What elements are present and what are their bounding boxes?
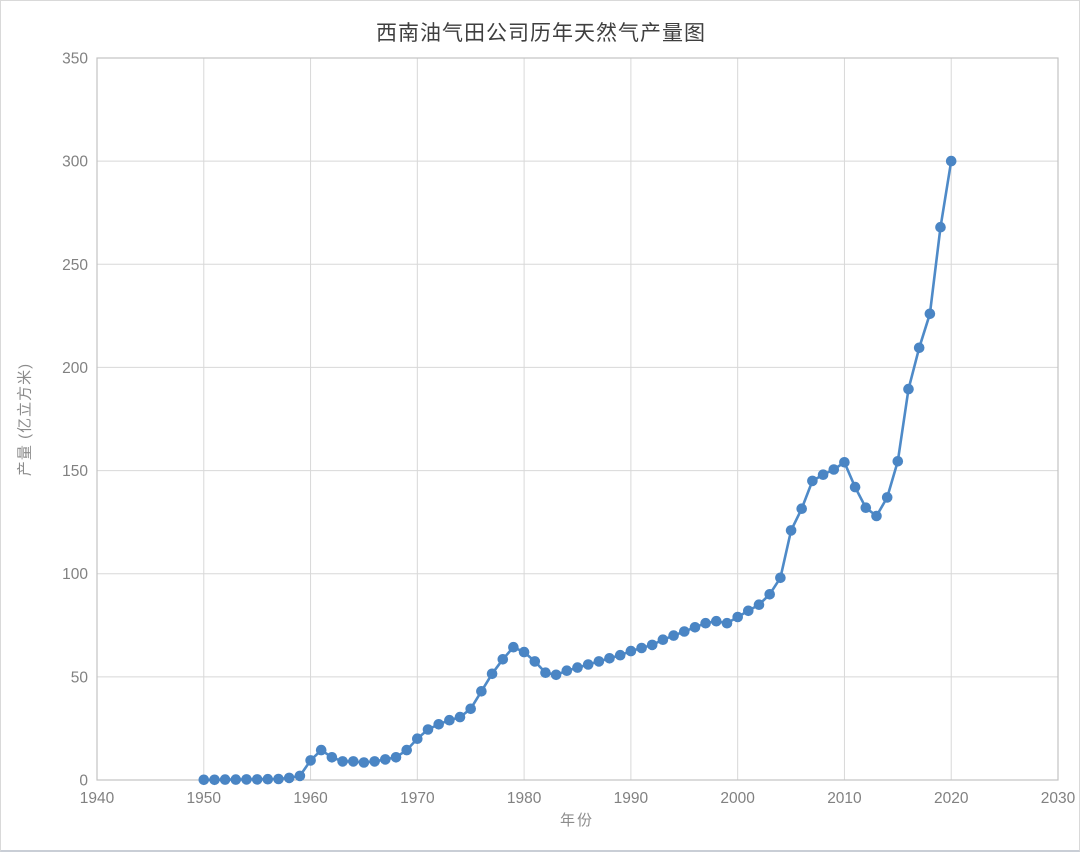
data-point	[892, 456, 904, 467]
data-point	[657, 634, 669, 645]
y-tick-label: 150	[62, 463, 88, 480]
y-tick-label: 50	[71, 669, 89, 686]
y-tick-label: 100	[62, 566, 88, 583]
data-point	[315, 744, 327, 756]
data-point	[508, 641, 519, 653]
data-point	[369, 756, 380, 767]
data-point	[422, 724, 434, 735]
data-point	[839, 457, 850, 468]
data-point	[796, 503, 807, 514]
data-point	[753, 599, 765, 610]
data-point	[860, 502, 872, 513]
data-point	[454, 711, 466, 723]
data-point	[497, 654, 509, 665]
plot-border	[96, 57, 1059, 781]
data-point	[785, 525, 797, 536]
data-point	[209, 774, 220, 786]
data-point	[241, 774, 252, 785]
data-point	[711, 615, 722, 627]
y-axis-label: 产量 (亿立方米)	[16, 362, 34, 477]
x-tick-label: 1950	[187, 790, 222, 807]
data-point	[807, 475, 818, 487]
x-tick-label: 2020	[934, 790, 969, 807]
data-point	[572, 662, 583, 673]
y-tick-label: 200	[62, 360, 88, 377]
data-point	[636, 642, 647, 654]
data-point	[689, 622, 701, 633]
y-tick-label: 250	[62, 257, 88, 274]
data-point	[401, 744, 413, 756]
x-tick-label: 1980	[507, 790, 542, 807]
data-point	[849, 481, 861, 493]
data-point	[540, 667, 551, 678]
data-point	[390, 752, 402, 763]
data-point	[230, 774, 242, 785]
data-point	[881, 492, 893, 503]
x-tick-label: 2010	[827, 790, 862, 807]
data-point	[219, 774, 231, 785]
data-point	[817, 469, 829, 481]
data-point	[614, 649, 626, 661]
data-point	[721, 617, 733, 629]
data-point	[305, 755, 316, 766]
data-point	[828, 464, 840, 475]
data-point	[593, 656, 605, 667]
y-tick-label: 350	[62, 51, 88, 68]
data-point	[337, 756, 348, 767]
x-axis-label: 年份	[559, 812, 594, 829]
data-point	[700, 617, 711, 629]
data-point	[251, 774, 263, 785]
data-point	[529, 656, 541, 667]
x-tick-label: 2000	[720, 790, 755, 807]
data-point	[935, 221, 946, 233]
data-point	[903, 383, 914, 395]
data-point	[582, 659, 594, 670]
data-point	[433, 719, 445, 730]
data-point	[625, 645, 637, 657]
data-point	[444, 714, 455, 726]
data-point	[198, 774, 210, 786]
data-point	[486, 668, 498, 680]
x-tick-label: 1960	[293, 790, 328, 807]
x-tick-label: 2030	[1041, 790, 1076, 807]
data-point	[913, 342, 925, 354]
data-point	[945, 155, 957, 167]
x-tick-label: 1940	[80, 790, 115, 807]
data-point	[348, 756, 359, 767]
data-point	[561, 665, 573, 676]
data-point	[871, 510, 882, 522]
data-point	[412, 733, 423, 744]
y-tick-label: 0	[79, 773, 88, 790]
chart-title: 西南油气田公司历年天然气产量图	[376, 22, 706, 45]
data-point	[294, 770, 306, 782]
data-point	[764, 589, 775, 600]
data-point	[358, 757, 370, 768]
data-point	[668, 630, 679, 641]
data-point	[476, 686, 487, 697]
data-point	[465, 703, 477, 715]
data-point	[646, 639, 658, 651]
data-point	[604, 653, 615, 664]
data-point	[283, 772, 295, 784]
data-point	[518, 646, 530, 658]
x-tick-label: 1990	[614, 790, 649, 807]
data-point	[775, 572, 786, 584]
data-point	[380, 754, 391, 765]
data-point	[262, 773, 274, 785]
y-tick-label: 300	[62, 154, 88, 171]
data-point	[743, 605, 754, 617]
data-point	[679, 626, 690, 637]
x-tick-label: 1970	[400, 790, 435, 807]
data-point	[924, 308, 936, 320]
data-point	[732, 611, 743, 623]
data-point	[550, 669, 562, 681]
data-point	[326, 752, 338, 763]
data-point	[273, 773, 284, 785]
